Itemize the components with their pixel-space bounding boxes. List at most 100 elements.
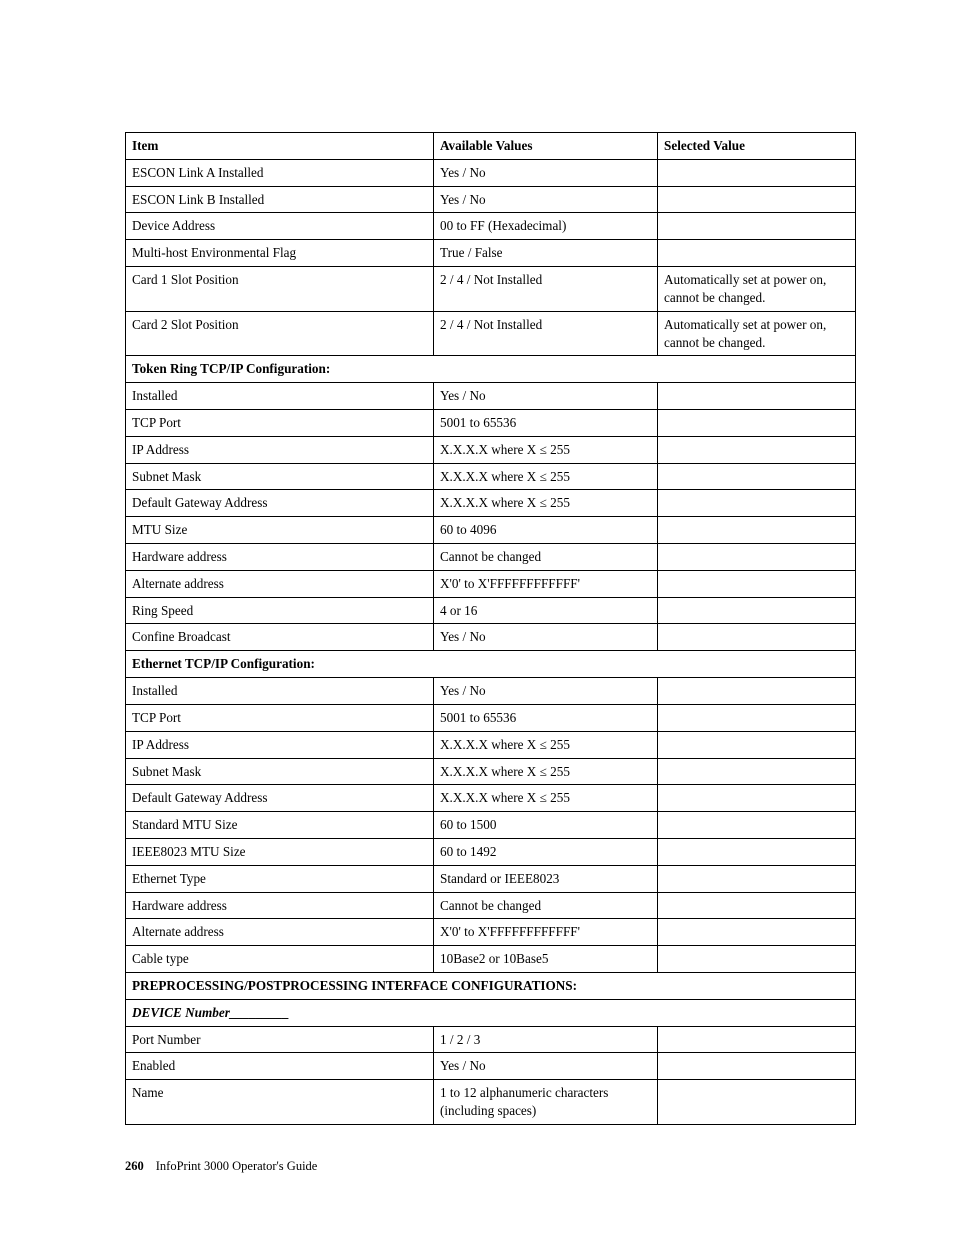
table-row: DEVICE Number_________ bbox=[126, 999, 856, 1026]
section-header-cell: DEVICE Number_________ bbox=[126, 999, 856, 1026]
cell-selected bbox=[658, 186, 856, 213]
table-row: Token Ring TCP/IP Configuration: bbox=[126, 356, 856, 383]
book-title: InfoPrint 3000 Operator's Guide bbox=[156, 1159, 318, 1173]
cell-item: Device Address bbox=[126, 213, 434, 240]
header-item: Item bbox=[126, 133, 434, 160]
cell-available: X.X.X.X where X ≤ 255 bbox=[434, 785, 658, 812]
table-row: Default Gateway AddressX.X.X.X where X ≤… bbox=[126, 785, 856, 812]
cell-item: Ring Speed bbox=[126, 597, 434, 624]
table-row: Subnet MaskX.X.X.X where X ≤ 255 bbox=[126, 758, 856, 785]
cell-selected bbox=[658, 812, 856, 839]
table-row: Hardware addressCannot be changed bbox=[126, 892, 856, 919]
cell-available: Standard or IEEE8023 bbox=[434, 865, 658, 892]
cell-available: 00 to FF (Hexadecimal) bbox=[434, 213, 658, 240]
table-row: EnabledYes / No bbox=[126, 1053, 856, 1080]
page-number: 260 bbox=[125, 1159, 144, 1173]
cell-item: Multi-host Environmental Flag bbox=[126, 240, 434, 267]
cell-available: X.X.X.X where X ≤ 255 bbox=[434, 490, 658, 517]
cell-selected bbox=[658, 1080, 856, 1125]
header-available: Available Values bbox=[434, 133, 658, 160]
cell-item: Subnet Mask bbox=[126, 463, 434, 490]
config-table: Item Available Values Selected Value ESC… bbox=[125, 132, 856, 1125]
cell-selected bbox=[658, 383, 856, 410]
cell-selected bbox=[658, 731, 856, 758]
cell-item: ESCON Link B Installed bbox=[126, 186, 434, 213]
table-row: Alternate addressX'0' to X'FFFFFFFFFFFF' bbox=[126, 919, 856, 946]
cell-selected bbox=[658, 1053, 856, 1080]
table-row: Card 1 Slot Position2 / 4 / Not Installe… bbox=[126, 267, 856, 312]
table-body: ESCON Link A InstalledYes / NoESCON Link… bbox=[126, 159, 856, 1124]
table-row: Device Address00 to FF (Hexadecimal) bbox=[126, 213, 856, 240]
cell-available: X.X.X.X where X ≤ 255 bbox=[434, 758, 658, 785]
cell-selected bbox=[658, 865, 856, 892]
cell-available: X.X.X.X where X ≤ 255 bbox=[434, 731, 658, 758]
cell-available: X.X.X.X where X ≤ 255 bbox=[434, 463, 658, 490]
cell-selected bbox=[658, 758, 856, 785]
cell-selected bbox=[658, 704, 856, 731]
cell-available: 2 / 4 / Not Installed bbox=[434, 311, 658, 356]
cell-available: Cannot be changed bbox=[434, 892, 658, 919]
section-header-cell: Ethernet TCP/IP Configuration: bbox=[126, 651, 856, 678]
cell-available: True / False bbox=[434, 240, 658, 267]
cell-item: Subnet Mask bbox=[126, 758, 434, 785]
cell-item: IP Address bbox=[126, 731, 434, 758]
cell-available: Cannot be changed bbox=[434, 544, 658, 571]
cell-available: 60 to 1500 bbox=[434, 812, 658, 839]
cell-available: X.X.X.X where X ≤ 255 bbox=[434, 436, 658, 463]
cell-item: IEEE8023 MTU Size bbox=[126, 838, 434, 865]
table-row: PREPROCESSING/POSTPROCESSING INTERFACE C… bbox=[126, 973, 856, 1000]
cell-available: X'0' to X'FFFFFFFFFFFF' bbox=[434, 570, 658, 597]
page-footer: 260 InfoPrint 3000 Operator's Guide bbox=[125, 1159, 317, 1174]
table-row: Multi-host Environmental FlagTrue / Fals… bbox=[126, 240, 856, 267]
table-row: IEEE8023 MTU Size60 to 1492 bbox=[126, 838, 856, 865]
table-row: Alternate addressX'0' to X'FFFFFFFFFFFF' bbox=[126, 570, 856, 597]
cell-item: TCP Port bbox=[126, 409, 434, 436]
cell-item: Port Number bbox=[126, 1026, 434, 1053]
cell-selected bbox=[658, 517, 856, 544]
cell-selected: Automatically set at power on, cannot be… bbox=[658, 311, 856, 356]
cell-selected bbox=[658, 624, 856, 651]
table-row: ESCON Link A InstalledYes / No bbox=[126, 159, 856, 186]
cell-selected bbox=[658, 597, 856, 624]
cell-item: TCP Port bbox=[126, 704, 434, 731]
table-row: Port Number1 / 2 / 3 bbox=[126, 1026, 856, 1053]
cell-available: Yes / No bbox=[434, 624, 658, 651]
page: Item Available Values Selected Value ESC… bbox=[0, 0, 954, 1235]
table-row: Default Gateway AddressX.X.X.X where X ≤… bbox=[126, 490, 856, 517]
table-row: Hardware addressCannot be changed bbox=[126, 544, 856, 571]
cell-item: ESCON Link A Installed bbox=[126, 159, 434, 186]
table-row: Card 2 Slot Position2 / 4 / Not Installe… bbox=[126, 311, 856, 356]
cell-available: Yes / No bbox=[434, 186, 658, 213]
cell-available: Yes / No bbox=[434, 1053, 658, 1080]
cell-selected bbox=[658, 678, 856, 705]
cell-available: 2 / 4 / Not Installed bbox=[434, 267, 658, 312]
cell-available: 5001 to 65536 bbox=[434, 704, 658, 731]
cell-selected bbox=[658, 1026, 856, 1053]
cell-item: IP Address bbox=[126, 436, 434, 463]
table-row: Confine BroadcastYes / No bbox=[126, 624, 856, 651]
cell-available: 60 to 1492 bbox=[434, 838, 658, 865]
table-row: Subnet MaskX.X.X.X where X ≤ 255 bbox=[126, 463, 856, 490]
cell-available: Yes / No bbox=[434, 383, 658, 410]
table-row: TCP Port5001 to 65536 bbox=[126, 409, 856, 436]
table-row: IP AddressX.X.X.X where X ≤ 255 bbox=[126, 436, 856, 463]
cell-item: Alternate address bbox=[126, 570, 434, 597]
cell-selected bbox=[658, 409, 856, 436]
cell-item: Installed bbox=[126, 383, 434, 410]
cell-available: 1 to 12 alphanumeric characters (includi… bbox=[434, 1080, 658, 1125]
table-row: Ethernet TypeStandard or IEEE8023 bbox=[126, 865, 856, 892]
cell-available: X'0' to X'FFFFFFFFFFFF' bbox=[434, 919, 658, 946]
cell-item: Card 2 Slot Position bbox=[126, 311, 434, 356]
table-row: Name1 to 12 alphanumeric characters (inc… bbox=[126, 1080, 856, 1125]
table-header-row: Item Available Values Selected Value bbox=[126, 133, 856, 160]
cell-available: 5001 to 65536 bbox=[434, 409, 658, 436]
cell-item: Standard MTU Size bbox=[126, 812, 434, 839]
cell-selected bbox=[658, 946, 856, 973]
cell-selected bbox=[658, 570, 856, 597]
cell-selected bbox=[658, 436, 856, 463]
table-row: Standard MTU Size60 to 1500 bbox=[126, 812, 856, 839]
table-row: Ring Speed4 or 16 bbox=[126, 597, 856, 624]
cell-available: 1 / 2 / 3 bbox=[434, 1026, 658, 1053]
cell-item: Name bbox=[126, 1080, 434, 1125]
cell-available: Yes / No bbox=[434, 678, 658, 705]
